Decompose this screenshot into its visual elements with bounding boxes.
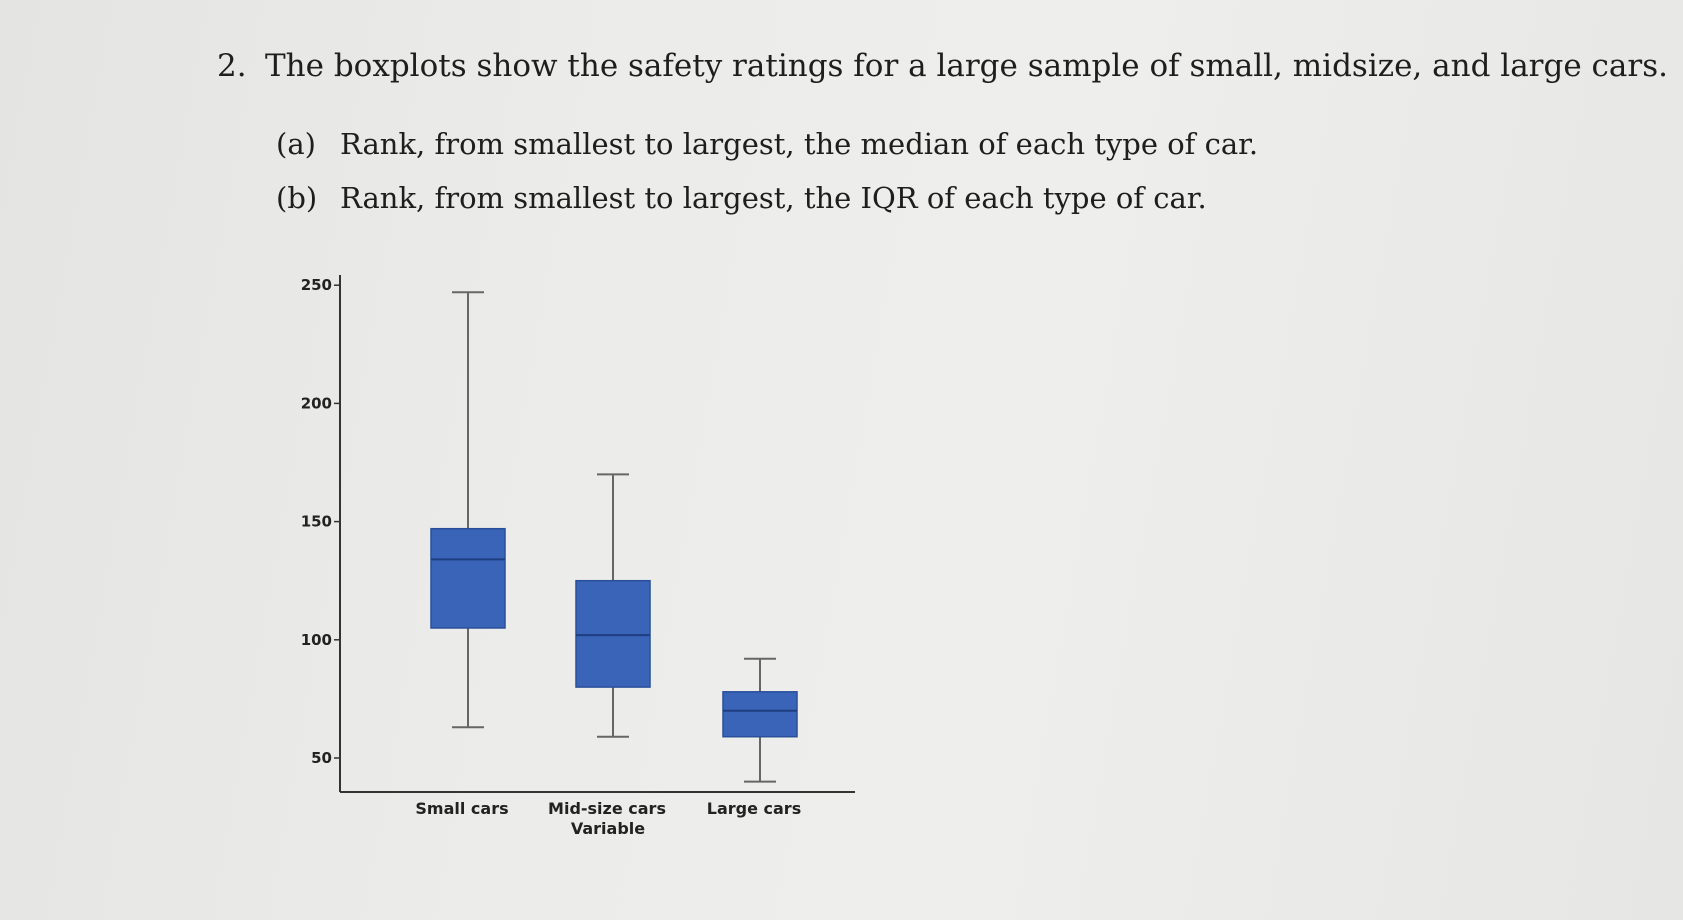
- large-cars-box: [722, 691, 798, 738]
- x-category-label-small-cars: Small cars: [415, 799, 508, 818]
- question-part-a: (a) Rank, from smallest to largest, the m…: [276, 124, 1258, 164]
- mid-size-cars-box: [575, 579, 651, 688]
- y-tick-label-200: 200: [301, 394, 332, 412]
- x-axis-title: Variable: [571, 819, 645, 838]
- y-tick-label-50: 50: [311, 749, 332, 767]
- part-a-label: (a): [276, 127, 316, 161]
- question-number: 2.: [217, 48, 247, 84]
- part-b-text: Rank, from smallest to largest, the IQR …: [340, 181, 1207, 215]
- question-text: The boxplots show the safety ratings for…: [265, 48, 1668, 84]
- question-part-b: (b) Rank, from smallest to largest, the I…: [276, 178, 1207, 218]
- y-tick-label-100: 100: [301, 631, 332, 649]
- x-category-label-large-cars: Large cars: [707, 799, 801, 818]
- part-a-text: Rank, from smallest to largest, the medi…: [340, 127, 1259, 161]
- y-tick-label-250: 250: [301, 276, 332, 294]
- part-b-label: (b): [276, 181, 318, 215]
- small-cars-box: [430, 527, 506, 629]
- y-tick-label-150: 150: [301, 513, 332, 531]
- question: 2. The boxplots show the safety ratings f…: [217, 46, 1668, 86]
- x-category-label-mid-size-cars: Mid-size cars: [548, 799, 666, 818]
